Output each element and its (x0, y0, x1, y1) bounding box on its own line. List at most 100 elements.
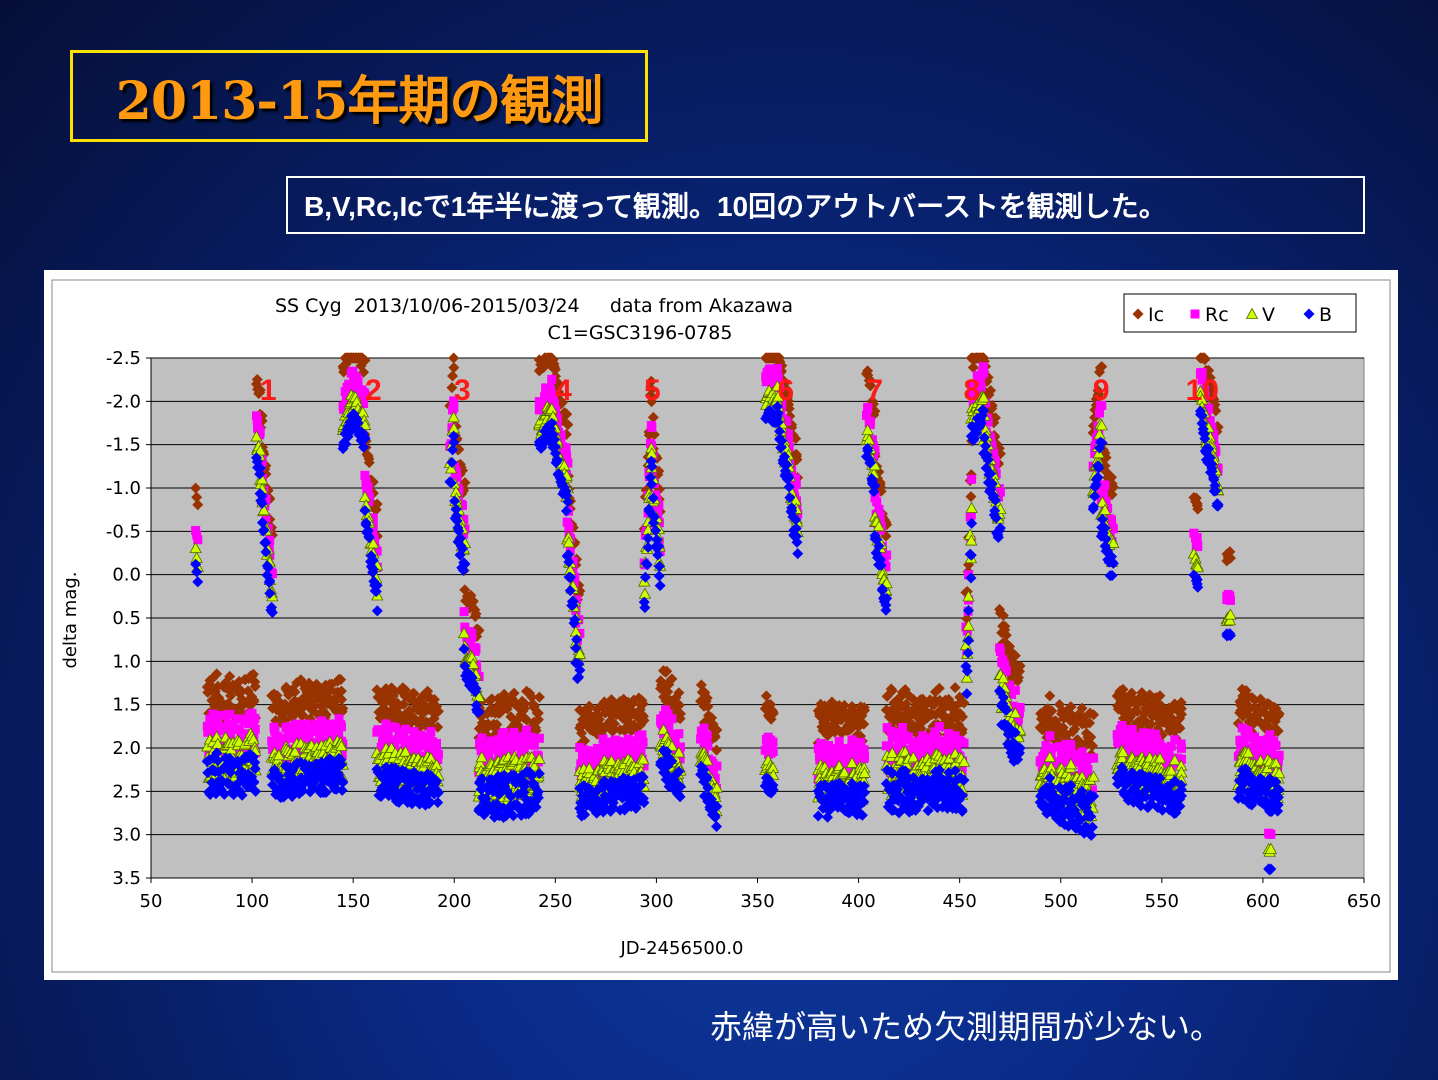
point-Ic (236, 685, 248, 697)
x-tick-label: 100 (235, 891, 269, 912)
point-Ic (1272, 725, 1284, 737)
point-Ic (533, 691, 545, 703)
point-Ic (561, 408, 573, 420)
point-Rc (847, 735, 857, 745)
point-Ic (337, 702, 349, 714)
point-Ic (583, 700, 595, 712)
point-Ic (662, 686, 674, 698)
point-Ic (514, 722, 526, 734)
x-tick-label: 350 (740, 891, 774, 912)
point-Rc (934, 722, 944, 732)
data-points (189, 352, 1286, 876)
point-Ic (637, 698, 649, 710)
point-Ic (982, 371, 994, 383)
point-Rc (433, 749, 443, 759)
point-Rc (313, 726, 323, 736)
y-tick-label: -1.5 (106, 435, 141, 456)
point-Ic (1088, 709, 1100, 721)
point-Ic (648, 429, 660, 441)
point-Ic (967, 361, 979, 373)
point-Ic (933, 682, 945, 694)
point-Ic (273, 695, 285, 707)
point-Rc (647, 422, 657, 432)
y-tick-label: 3.0 (112, 825, 141, 846)
point-Ic (247, 668, 259, 680)
point-Rc (261, 513, 271, 523)
y-tick-label: -2.5 (106, 348, 141, 369)
point-Rc (270, 726, 280, 736)
y-tick-label: 0.5 (112, 608, 141, 629)
x-tick-label: 50 (140, 891, 163, 912)
point-Rc (313, 721, 323, 731)
point-Ic (1046, 705, 1058, 717)
point-Rc (212, 710, 222, 720)
point-Rc (432, 738, 442, 748)
point-Ic (398, 698, 410, 710)
y-tick-label: 0.0 (112, 565, 141, 586)
point-Rc (226, 730, 236, 740)
gridlines (146, 357, 1365, 883)
point-Rc (363, 482, 373, 492)
point-Rc (564, 522, 574, 532)
point-Rc (261, 494, 271, 504)
point-Rc (225, 709, 235, 719)
point-Ic (1058, 712, 1070, 724)
point-Rc (1047, 743, 1057, 753)
point-Ic (1117, 683, 1129, 695)
point-Ic (526, 691, 538, 703)
point-Rc (214, 726, 224, 736)
x-tick-label: 200 (437, 891, 471, 912)
point-Ic (711, 724, 723, 736)
point-Ic (317, 705, 329, 717)
slide-subtitle-box: B,V,Rc,Icで1年半に渡って観測。10回のアウトバーストを観測した。 (286, 176, 1365, 234)
point-Ic (958, 697, 970, 709)
point-Ic (661, 665, 673, 677)
point-Ic (781, 383, 793, 395)
point-Ic (869, 405, 881, 417)
point-Ic (760, 690, 772, 702)
point-Rc (193, 535, 203, 545)
point-Ic (1013, 665, 1025, 677)
point-Rc (638, 737, 648, 747)
point-Ic (562, 419, 574, 431)
point-Rc (674, 729, 684, 739)
point-Rc (234, 714, 244, 724)
y-tick-label: -1.0 (106, 478, 141, 499)
point-Rc (334, 714, 344, 724)
point-Ic (784, 410, 796, 422)
point-Ic (329, 700, 341, 712)
point-Rc (274, 734, 284, 744)
point-Rc (250, 724, 260, 734)
point-Rc (860, 752, 870, 762)
point-Ic (249, 681, 261, 693)
point-Ic (647, 411, 659, 423)
point-Rc (979, 368, 989, 378)
point-Ic (989, 412, 1001, 424)
point-Rc (336, 722, 346, 732)
point-Rc (1100, 480, 1110, 490)
point-Ic (880, 530, 892, 542)
point-Ic (856, 709, 868, 721)
point-Rc (772, 363, 782, 373)
point-Ic (1224, 552, 1236, 564)
point-Ic (1154, 690, 1166, 702)
point-Rc (426, 727, 436, 737)
point-Ic (957, 711, 969, 723)
point-Rc (237, 729, 247, 739)
point-Ic (552, 386, 564, 398)
point-Ic (1043, 715, 1055, 727)
point-Rc (400, 724, 410, 734)
point-Ic (1093, 388, 1105, 400)
point-Rc (1083, 764, 1093, 774)
point-Ic (1264, 699, 1276, 711)
point-Rc (1098, 489, 1108, 499)
y-tick-label: -0.5 (106, 521, 141, 542)
point-Ic (335, 674, 347, 686)
point-Ic (1044, 690, 1056, 702)
point-Rc (1192, 533, 1202, 543)
point-Rc (252, 416, 262, 426)
point-Rc (1010, 685, 1020, 695)
point-Ic (224, 670, 236, 682)
point-Rc (1089, 753, 1099, 763)
point-Ic (965, 491, 977, 503)
